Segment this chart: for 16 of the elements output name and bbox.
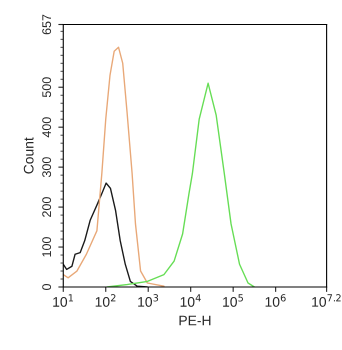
x-tick-label: 10$^{5}$ — [223, 294, 243, 307]
y-tick-label: 200 — [42, 197, 52, 217]
x-tick-label: 10$^{7.2}$ — [312, 294, 341, 307]
y-tick-label: 657 — [42, 14, 52, 34]
x-tick-label: 10$^{2}$ — [96, 294, 116, 307]
y-axis-title: Count — [24, 137, 34, 174]
x-tick-label: 10$^{6}$ — [266, 294, 286, 307]
x-tick-label: 10$^{1}$ — [53, 294, 74, 307]
x-tick-label: 10$^{4}$ — [180, 294, 201, 307]
y-tick-label: 300 — [42, 157, 52, 178]
x-tick-label: 10$^{3}$ — [138, 294, 158, 307]
y-tick-label: 500 — [42, 77, 52, 98]
y-tick-label: 0 — [42, 284, 52, 290]
y-tick-label: 100 — [42, 237, 52, 257]
y-tick-label: 400 — [42, 117, 52, 138]
x-axis-title: PE-H — [179, 316, 210, 326]
